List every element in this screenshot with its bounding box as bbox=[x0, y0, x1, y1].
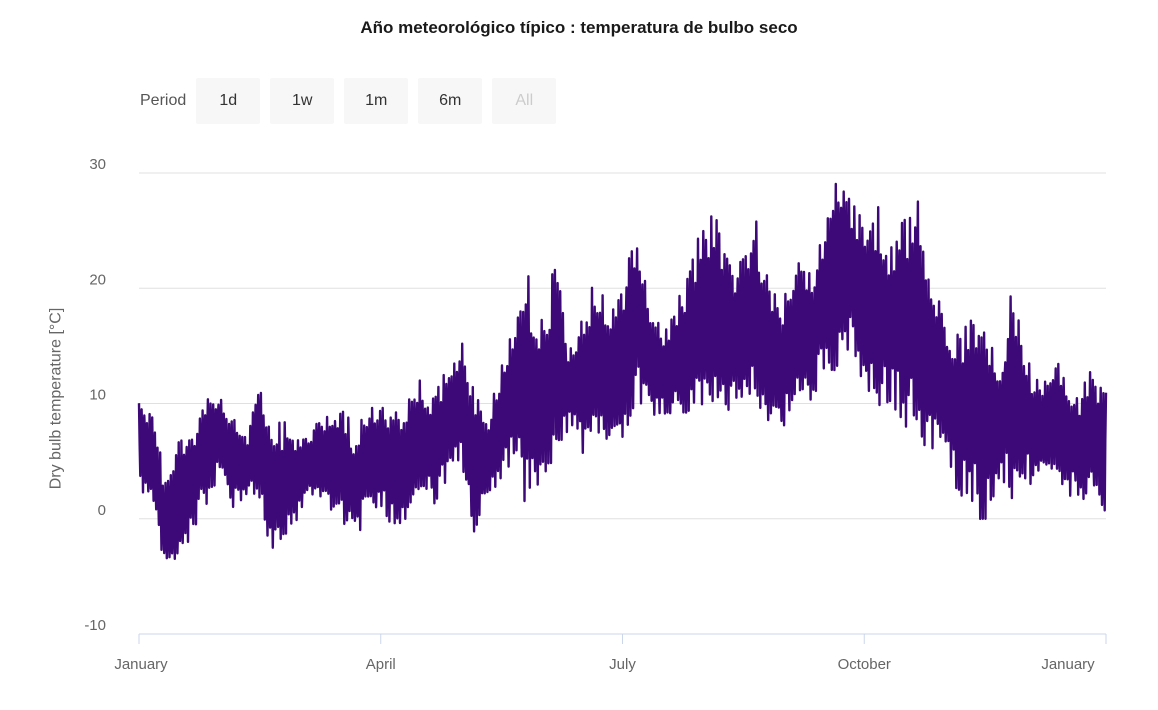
y-tick-label: 0 bbox=[98, 502, 106, 519]
y-tick-label: -10 bbox=[84, 617, 106, 634]
x-tick-label: October bbox=[838, 656, 891, 673]
x-tick-label: July bbox=[609, 656, 636, 673]
x-tick-label: January bbox=[1041, 656, 1095, 673]
period-button-1m[interactable]: 1m bbox=[344, 78, 409, 124]
x-tick-label: April bbox=[366, 656, 396, 673]
x-axis bbox=[138, 633, 1107, 644]
series-group bbox=[137, 182, 1108, 560]
y-tick-label: 20 bbox=[89, 271, 106, 288]
period-range-selector: Period 1d 1w 1m 6m All bbox=[140, 78, 566, 124]
temperature-line bbox=[137, 182, 1108, 560]
y-tick-label: 10 bbox=[89, 387, 106, 404]
x-axis-labels: January April July October January bbox=[114, 656, 1095, 673]
y-axis-title: Dry bulb temperature [°C] bbox=[48, 308, 65, 490]
period-button-1w[interactable]: 1w bbox=[270, 78, 335, 124]
chart-title: Año meteorológico típico : temperatura d… bbox=[360, 18, 798, 37]
period-button-6m[interactable]: 6m bbox=[418, 78, 483, 124]
period-button-all: All bbox=[492, 78, 557, 124]
period-label: Period bbox=[140, 92, 187, 109]
y-tick-label: 30 bbox=[89, 156, 106, 173]
period-button-1d[interactable]: 1d bbox=[196, 78, 261, 124]
x-tick-label: January bbox=[114, 656, 168, 673]
y-axis-labels: 30 20 10 0 -10 bbox=[84, 156, 106, 634]
